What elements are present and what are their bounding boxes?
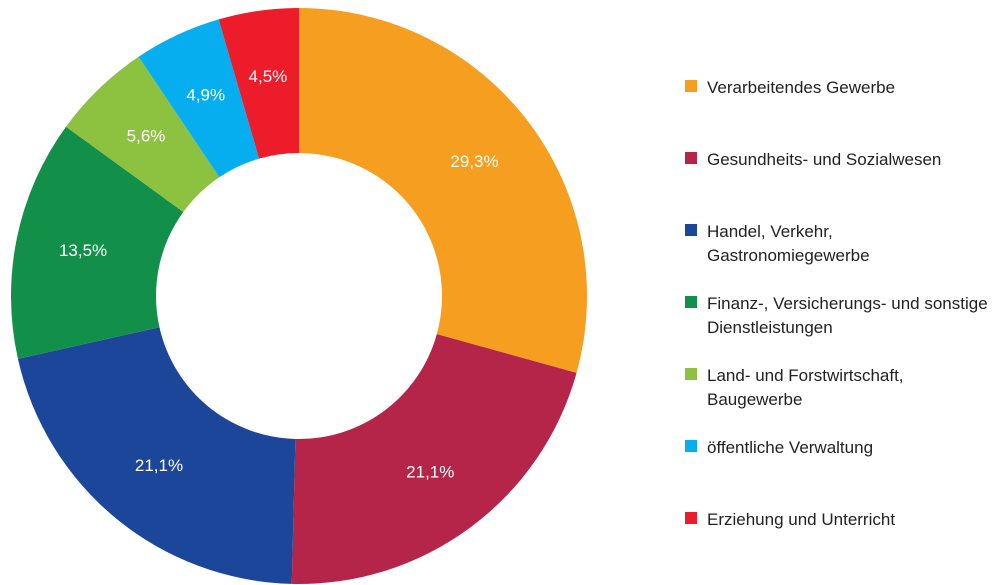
donut-slice [291,334,577,584]
legend-label: Verarbeitendes Gewerbe [707,78,896,97]
legend-swatch [685,368,697,380]
donut-slice [66,56,220,212]
legend-item: Land- und Forstwirtschaft, Baugewerbe [685,364,995,412]
legend-item: Gesundheits- und Sozialwesen [685,148,995,172]
donut-slice [138,19,260,178]
legend-item: Handel, Verkehr, Gastronomiegewerbe [685,220,995,268]
legend-item: Finanz-, Versicherungs- und sonstige Die… [685,292,995,340]
data-label: 4,5% [249,67,288,86]
legend-label: Gesundheits- und Sozialwesen [707,150,942,169]
legend-swatch [685,512,697,524]
legend-swatch [685,152,697,164]
legend-label: Erziehung und Unterricht [707,510,896,529]
legend-label: Finanz-, Versicherungs- und sonstige Die… [707,294,988,337]
legend-item: öffentliche Verwaltung [685,436,995,460]
legend-label: öffentliche Verwaltung [707,438,874,457]
legend-item: Erziehung und Unterricht [685,508,995,532]
data-label: 13,5% [59,241,107,260]
data-label: 5,6% [127,127,166,146]
legend-label: Handel, Verkehr, Gastronomiegewerbe [707,222,870,265]
legend-swatch [685,296,697,308]
legend-swatch [685,224,697,236]
data-label: 21,1% [135,456,183,475]
legend-swatch [685,440,697,452]
donut-slice [218,8,299,159]
donut-slice [299,8,588,373]
legend-swatch [685,80,697,92]
data-label: 4,9% [186,86,225,105]
data-label: 29,3% [450,152,498,171]
data-label: 21,1% [406,463,454,482]
donut-slice [11,126,184,359]
legend-item: Verarbeitendes Gewerbe [685,76,995,100]
donut: 29,3% 21,1% 21,1% 13,5% 5,6% 4,9% 4,5% [11,8,588,584]
donut-slice [17,327,296,584]
legend-label: Land- und Forstwirtschaft, Baugewerbe [707,366,904,409]
